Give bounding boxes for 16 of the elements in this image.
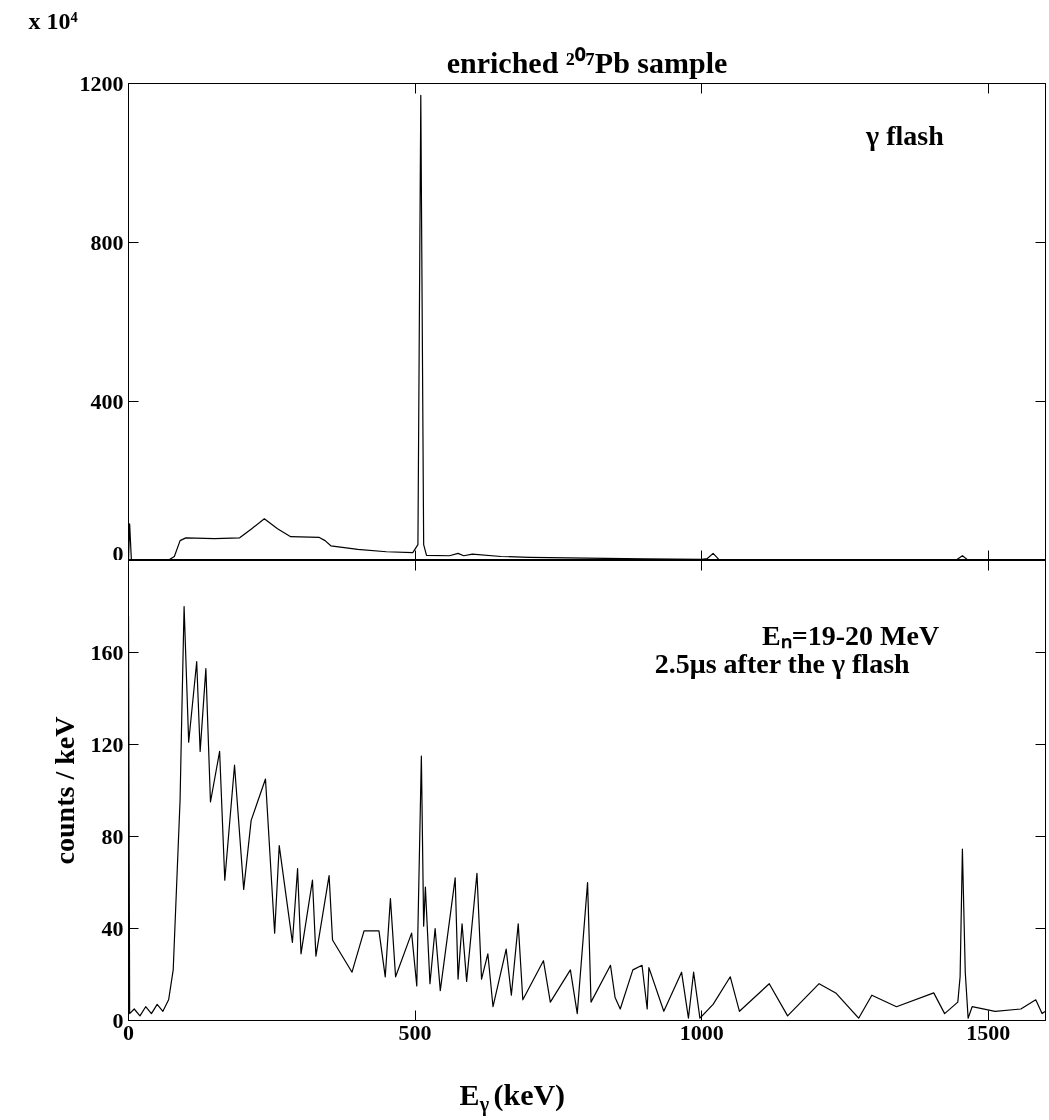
y-tick-label: 80 bbox=[101, 823, 124, 849]
annotation: Eₙ=19-20 MeV bbox=[762, 620, 940, 652]
y-axis-title: counts / keV bbox=[48, 716, 80, 865]
y-tick-label: 0 bbox=[112, 540, 124, 566]
annotation: γ flash bbox=[865, 119, 945, 151]
chart-title: enriched ²⁰⁷Pb sample bbox=[446, 45, 728, 79]
y-tick-label: 40 bbox=[101, 915, 124, 941]
x-tick-label: 1000 bbox=[679, 1019, 724, 1045]
y-tick-label: 800 bbox=[90, 229, 124, 255]
text: x 10⁴ bbox=[28, 7, 78, 34]
y-tick-label: 160 bbox=[90, 639, 124, 665]
y-tick-label: 120 bbox=[90, 731, 124, 757]
y-tick-label: 1200 bbox=[79, 70, 124, 96]
x-tick-label: 1500 bbox=[966, 1019, 1011, 1045]
x-tick-label: 500 bbox=[398, 1019, 432, 1045]
y-tick-label: 400 bbox=[90, 388, 124, 414]
